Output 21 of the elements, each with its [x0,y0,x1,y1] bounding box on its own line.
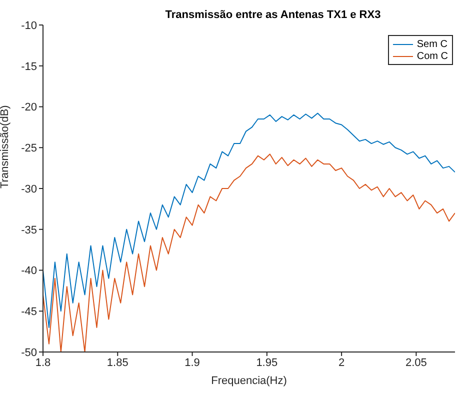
y-tick-label: -20 [21,102,37,114]
y-tick-label: -30 [21,183,37,196]
y-tick-label: -40 [21,265,37,278]
line-series [43,112,455,328]
x-tick-label: 1.85 [106,356,128,369]
legend-label: Sem C [416,38,448,50]
x-tick-label: 1.95 [256,356,278,369]
x-tick-label: 1.8 [35,356,51,369]
x-axis-title: Frequencia(Hz) [211,375,287,387]
y-tick-label: -15 [21,60,37,73]
y-tick-label: -25 [21,142,37,155]
legend-label: Com C [416,50,448,62]
x-tick-label: 1.9 [184,356,200,369]
y-tick-label: -10 [21,20,37,32]
chart-title: Transmissão entre as Antenas TX1 e RX3 [164,9,382,21]
y-axis-title: Transmissão(dB) [0,105,11,188]
x-tick-label: 2 [338,356,345,369]
x-tick-label: 2.05 [405,356,427,369]
y-tick-label: -35 [21,224,37,236]
y-tick-label: -45 [21,306,37,318]
y-tick-label: -50 [21,346,37,359]
